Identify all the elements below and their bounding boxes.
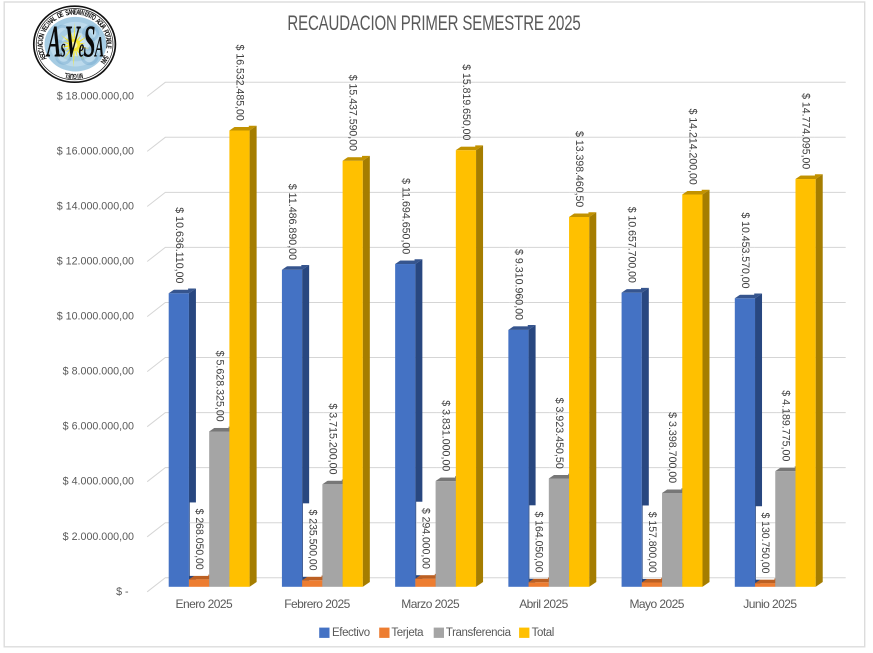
svg-text:P: P <box>101 29 110 35</box>
svg-text:$ 164.050,00: $ 164.050,00 <box>533 512 545 573</box>
svg-text:E: E <box>41 25 50 32</box>
svg-text:RECAUDACION PRIMER SEMESTRE 20: RECAUDACION PRIMER SEMESTRE 2025 <box>287 10 580 34</box>
svg-text:$ 10.657.700,00: $ 10.657.700,00 <box>626 207 638 283</box>
svg-text:$ 3.715.200,00: $ 3.715.200,00 <box>326 403 338 474</box>
svg-text:N: N <box>98 58 107 66</box>
svg-text:$ 18.000.000,00: $ 18.000.000,00 <box>57 90 134 102</box>
svg-text:$ 10.453.570,00: $ 10.453.570,00 <box>739 212 751 288</box>
svg-text:C: C <box>43 22 52 30</box>
svg-text:E: E <box>67 71 72 80</box>
svg-text:N: N <box>46 18 55 27</box>
svg-text:N: N <box>85 11 92 20</box>
svg-text:L: L <box>51 15 58 24</box>
svg-text:M: M <box>78 9 84 18</box>
svg-text:$ 15.819.650,00: $ 15.819.650,00 <box>460 64 472 140</box>
svg-text:E: E <box>83 10 89 19</box>
svg-text:$ 3.398.700,00: $ 3.398.700,00 <box>666 412 678 483</box>
svg-text:B: B <box>104 40 113 45</box>
svg-text:O: O <box>90 14 98 23</box>
svg-text:Junio 2025: Junio 2025 <box>743 597 797 611</box>
svg-text:M: M <box>78 71 84 80</box>
svg-text:$ 6.000.000,00: $ 6.000.000,00 <box>63 421 134 433</box>
svg-text:A: A <box>76 9 81 18</box>
svg-text:V: V <box>40 27 49 34</box>
svg-text:I: I <box>45 21 52 27</box>
svg-text:$ 4.000.000,00: $ 4.000.000,00 <box>63 476 134 488</box>
svg-text:$ 9.310.960,00: $ 9.310.960,00 <box>512 249 524 320</box>
svg-text:O: O <box>37 35 46 40</box>
svg-text:S: S <box>65 9 70 18</box>
svg-text:A: A <box>94 17 103 26</box>
svg-text:Total: Total <box>532 627 554 639</box>
svg-text:A: A <box>99 24 108 32</box>
svg-text:T: T <box>88 12 95 21</box>
svg-text:Efectivo: Efectivo <box>332 627 370 639</box>
svg-text:$ 16.532.485,00: $ 16.532.485,00 <box>234 45 246 121</box>
svg-text:S: S <box>39 53 48 59</box>
svg-text:$ 13.398.460,50: $ 13.398.460,50 <box>573 131 585 207</box>
svg-text:I: I <box>82 10 86 18</box>
svg-text:A: A <box>68 9 73 18</box>
svg-text:$ 3.923.450,50: $ 3.923.450,50 <box>553 398 565 469</box>
svg-text:$ 14.214.200,00: $ 14.214.200,00 <box>686 109 698 185</box>
svg-text:U: U <box>70 71 75 80</box>
svg-text:Abril 2025: Abril 2025 <box>519 597 568 611</box>
svg-text:Terjeta: Terjeta <box>391 627 424 639</box>
svg-text:$ 10.636.110,00: $ 10.636.110,00 <box>173 207 185 283</box>
svg-text:N: N <box>38 32 47 38</box>
svg-text:$ 11.486.890,00: $ 11.486.890,00 <box>286 184 298 260</box>
svg-text:$ 10.000.000,00: $ 10.000.000,00 <box>57 311 134 323</box>
svg-text:Transferencia: Transferencia <box>446 627 512 639</box>
svg-text:A: A <box>100 56 109 63</box>
svg-text:$ 294.000,00: $ 294.000,00 <box>419 508 431 569</box>
svg-text:$ 14.000.000,00: $ 14.000.000,00 <box>57 201 134 213</box>
svg-text:A: A <box>40 54 49 61</box>
svg-text:U: U <box>97 21 106 29</box>
svg-text:E: E <box>104 45 113 49</box>
svg-text:$ 130.750,00: $ 130.750,00 <box>759 512 771 573</box>
svg-text:$ 11.694.650,00: $ 11.694.650,00 <box>399 178 411 254</box>
svg-text:O: O <box>102 31 111 37</box>
svg-text:A: A <box>104 37 113 42</box>
svg-text:C: C <box>37 48 46 54</box>
svg-text:$ -: $ - <box>116 586 129 598</box>
svg-text:$ 157.800,00: $ 157.800,00 <box>646 512 658 573</box>
svg-text:$ 268.050,00: $ 268.050,00 <box>193 509 205 570</box>
svg-text:A: A <box>37 43 45 47</box>
svg-text:$ 14.774.095,00: $ 14.774.095,00 <box>800 93 812 169</box>
svg-text:I: I <box>77 71 79 79</box>
svg-text:I: I <box>37 47 45 50</box>
svg-text:Febrero 2025: Febrero 2025 <box>284 597 350 611</box>
svg-text:$ 3.831.000,00: $ 3.831.000,00 <box>440 400 452 471</box>
svg-text:O: O <box>38 50 47 56</box>
svg-text:L: L <box>64 70 69 79</box>
svg-text:G: G <box>73 72 77 80</box>
svg-text:$ 8.000.000,00: $ 8.000.000,00 <box>63 366 134 378</box>
svg-text:$ 16.000.000,00: $ 16.000.000,00 <box>57 145 134 157</box>
svg-text:L: L <box>104 43 112 46</box>
svg-text:A: A <box>48 16 56 25</box>
svg-text:Enero 2025: Enero 2025 <box>176 597 233 611</box>
svg-text:AsVeSA: AsVeSA <box>46 16 104 67</box>
svg-text:$ 5.628.325,00: $ 5.628.325,00 <box>213 351 225 422</box>
svg-text:S: S <box>101 54 110 60</box>
svg-text:E: E <box>74 9 77 17</box>
svg-text:$ 12.000.000,00: $ 12.000.000,00 <box>57 256 134 268</box>
svg-text:$ 235.500,00: $ 235.500,00 <box>306 510 318 571</box>
svg-text:Mayo 2025: Mayo 2025 <box>629 597 684 611</box>
svg-text:G: G <box>95 19 104 27</box>
svg-text:-: - <box>103 50 111 54</box>
svg-text:E: E <box>59 11 65 20</box>
svg-text:$ 4.189.775,00: $ 4.189.775,00 <box>779 390 791 461</box>
svg-text:Marzo 2025: Marzo 2025 <box>401 597 460 611</box>
svg-text:C: C <box>37 41 45 45</box>
svg-text:T: T <box>103 34 112 39</box>
svg-text:D: D <box>56 11 63 20</box>
svg-text:N: N <box>71 9 75 17</box>
svg-text:$ 2.000.000,00: $ 2.000.000,00 <box>63 531 134 543</box>
svg-text:$ 15.437.590,00: $ 15.437.590,00 <box>347 75 359 151</box>
svg-text:I: I <box>37 39 45 42</box>
